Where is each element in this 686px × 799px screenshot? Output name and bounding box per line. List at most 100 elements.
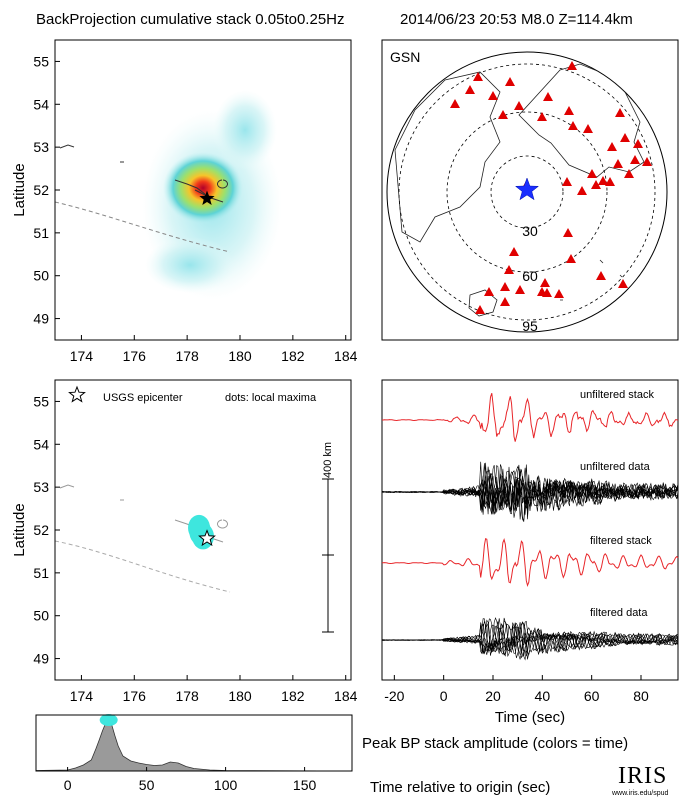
scale-bar <box>322 478 334 633</box>
y-tick-label: 53 <box>33 139 49 155</box>
epicenter-star-icon <box>198 529 216 547</box>
trench-line-1 <box>55 201 231 253</box>
station-triangle-icon <box>591 180 601 189</box>
legend-epicenter-label: USGS epicenter <box>103 392 183 404</box>
station-triangle-icon <box>633 139 643 148</box>
x-tick-label: 184 <box>334 688 358 704</box>
station-triangle-icon <box>613 159 623 168</box>
station-triangle-icon <box>475 305 485 314</box>
station-triangle-icon <box>583 124 593 133</box>
station-map-title: GSN <box>390 49 420 65</box>
x-tick-label: 80 <box>633 688 649 704</box>
y-tick-label: 50 <box>33 268 49 284</box>
waveform-trace <box>382 624 679 659</box>
local-maximum-dot <box>188 514 211 541</box>
station-triangle-icon <box>598 176 608 185</box>
station-triangle-icon <box>587 169 597 178</box>
station-triangle-icon <box>543 92 553 101</box>
event-info: 2014/06/23 20:53 M8.0 Z=114.4km <box>400 11 633 28</box>
y-tick-label: 49 <box>33 651 49 667</box>
waveform-panel: -20 0 20 40 60 80 unfiltered stack unfiltered… <box>381 379 679 726</box>
station-triangle-icon <box>537 112 547 121</box>
trace-label-unfiltered-stack: unfiltered stack <box>580 389 654 401</box>
peak-time-marker <box>99 714 118 726</box>
legend-star-icon <box>68 385 86 403</box>
station-triangle-icon <box>566 254 576 263</box>
x-tick-label: 0 <box>64 777 72 793</box>
waveform-trace <box>381 621 679 655</box>
station-triangle-icon <box>500 282 510 291</box>
y-tick-label: 52 <box>33 522 49 538</box>
station-triangle-icon <box>568 121 578 130</box>
station-triangle-icon <box>473 72 483 81</box>
waveform-xlabel: Time (sec) <box>495 709 565 726</box>
station-triangle-icon <box>509 247 519 256</box>
ring-label-95: 95 <box>522 318 538 334</box>
x-tick-label: 60 <box>584 688 600 704</box>
station-triangle-icon <box>564 106 574 115</box>
station-triangle-icon <box>563 228 573 237</box>
ring-60 <box>446 111 608 273</box>
stack-halo-upper <box>213 90 277 170</box>
iris-logo-text: IRIS <box>618 763 667 789</box>
x-tick-label: 100 <box>214 777 238 793</box>
x-tick-label: 180 <box>228 688 252 704</box>
waveform-trace <box>382 393 679 442</box>
station-triangle-icon <box>605 177 615 186</box>
station-triangle-icon <box>515 285 525 294</box>
station-triangle-icon <box>577 186 587 195</box>
epicenter-star-icon <box>199 190 215 205</box>
station-triangle-icon <box>542 288 552 297</box>
ring-95 <box>398 63 656 321</box>
station-triangle-icon <box>642 157 652 166</box>
amplitude-frame <box>35 714 353 772</box>
waveform-trace <box>381 538 679 587</box>
ring-label-60: 60 <box>522 268 538 284</box>
x-tick-label: 174 <box>70 348 94 364</box>
y-tick-label: 51 <box>33 565 49 581</box>
x-tick-label: 184 <box>334 348 358 364</box>
scale-bar-label: 400 km <box>322 442 334 478</box>
ylabel-latitude-3: Latitude <box>11 503 28 556</box>
stack-hotspot <box>163 152 243 224</box>
x-tick-label: 178 <box>175 348 199 364</box>
station-triangle-icon <box>618 279 628 288</box>
station-triangle-icon <box>484 287 494 296</box>
y-tick-label: 54 <box>33 96 49 112</box>
x-tick-label: 50 <box>139 777 155 793</box>
trace-label-filtered-data: filtered data <box>590 607 648 619</box>
y-tick-label: 54 <box>33 436 49 452</box>
waveform-frame <box>381 379 679 681</box>
x-tick-label: 174 <box>70 688 94 704</box>
iris-logo: IRIS www.iris.edu/spud <box>611 763 669 797</box>
cumulative-stack-panel: 174 176 178 180 182 184 49 50 51 52 53 54 55 Latitud… <box>11 39 358 364</box>
x-tick-label: -20 <box>384 688 404 704</box>
ylabel-latitude-1: Latitude <box>11 163 28 216</box>
station-triangle-icon <box>620 133 630 142</box>
station-triangle-icon <box>505 77 515 86</box>
station-triangle-icon <box>567 61 577 70</box>
y-tick-label: 51 <box>33 225 49 241</box>
peak-amplitude-panel: 0 50 100 150 Peak BP stack amplitude (color… <box>35 714 628 796</box>
x-tick-label: 150 <box>293 777 317 793</box>
station-markers <box>450 61 652 314</box>
station-triangle-icon <box>554 289 564 298</box>
x-tick-label: 178 <box>175 688 199 704</box>
trace-label-filtered-stack: filtered stack <box>590 535 652 547</box>
y-tick-label: 55 <box>33 393 49 409</box>
local-maxima-panel: 174 176 178 180 182 184 49 50 51 52 53 54 55 Latitud… <box>11 379 358 704</box>
station-triangle-icon <box>514 101 524 110</box>
figure-title: BackProjection cumulative stack 0.05to0.… <box>36 11 345 28</box>
station-triangle-icon <box>465 85 475 94</box>
ring-label-30: 30 <box>522 223 538 239</box>
station-triangle-icon <box>562 177 572 186</box>
waveform-trace <box>381 464 679 513</box>
station-triangle-icon <box>504 265 514 274</box>
station-map-panel: 30 60 95 GSN <box>381 39 679 341</box>
coastline-islands-1 <box>59 144 228 203</box>
y-tick-label: 55 <box>33 53 49 69</box>
station-triangle-icon <box>615 108 625 117</box>
x-tick-label: 176 <box>123 688 147 704</box>
iris-logo-url: www.iris.edu/spud <box>611 790 669 797</box>
